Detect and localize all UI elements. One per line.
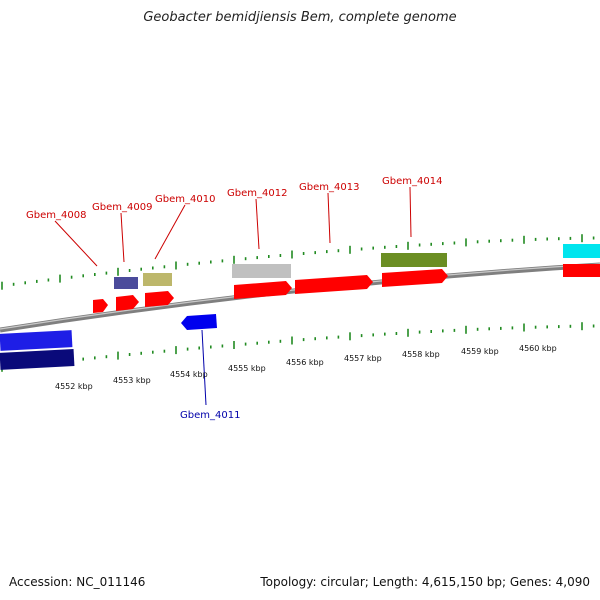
leader-4008 [54, 220, 98, 267]
gene-label-4012: Gbem_4012 [227, 188, 287, 199]
outer-scale-ticks [1, 234, 595, 290]
scale-label: 4557 kbp [344, 354, 382, 363]
genome-backbone-highlight [0, 263, 600, 330]
gene-label-4010: Gbem_4010 [155, 194, 215, 205]
scale-label: 4553 kbp [113, 376, 151, 385]
leader-4010 [154, 204, 186, 260]
scale-label: 4560 kbp [519, 344, 557, 353]
cds-block-left [0, 330, 73, 351]
gene-label-4014: Gbem_4014 [382, 176, 442, 187]
cds-arrow-4010 [145, 291, 174, 307]
cog-block-4014 [381, 253, 447, 267]
scale-label: 4552 kbp [55, 382, 93, 391]
cog-block-left [0, 349, 75, 370]
scale-label: 4559 kbp [461, 347, 499, 356]
scale-label: 4558 kbp [402, 350, 440, 359]
cds-arrow-4012 [234, 281, 292, 299]
accession-text: Accession: NC_011146 [9, 575, 146, 589]
cds-arrow-4009 [116, 295, 139, 311]
cds-arrow-4014 [382, 269, 448, 287]
leader-4014 [409, 186, 412, 238]
scale-label: 4554 kbp [170, 370, 208, 379]
genome-backbone [0, 262, 600, 333]
leader-4013 [327, 192, 331, 244]
leader-4009 [120, 212, 125, 263]
cds-arrow-4008 [93, 299, 108, 313]
leader-4012 [255, 198, 260, 250]
cog-block-edge [563, 244, 600, 258]
gene-label-4011: Gbem_4011 [180, 410, 240, 421]
cog-block-4010 [143, 273, 172, 286]
gene-label-4009: Gbem_4009 [92, 202, 152, 213]
genome-summary-text: Topology: circular; Length: 4,615,150 bp… [260, 575, 590, 589]
cds-arrow-4011 [181, 314, 217, 330]
cog-block-4012 [232, 264, 291, 278]
cds-arrow-4013 [295, 275, 373, 294]
scale-label: 4555 kbp [228, 364, 266, 373]
gene-label-4013: Gbem_4013 [299, 182, 359, 193]
gene-label-4008: Gbem_4008 [26, 210, 86, 221]
map-title: Geobacter bemidjiensis Bem, complete gen… [143, 10, 457, 25]
scale-label: 4556 kbp [286, 358, 324, 367]
leader-4011 [201, 329, 207, 406]
cds-block-edge [563, 264, 600, 277]
cog-block-4009 [114, 277, 138, 289]
